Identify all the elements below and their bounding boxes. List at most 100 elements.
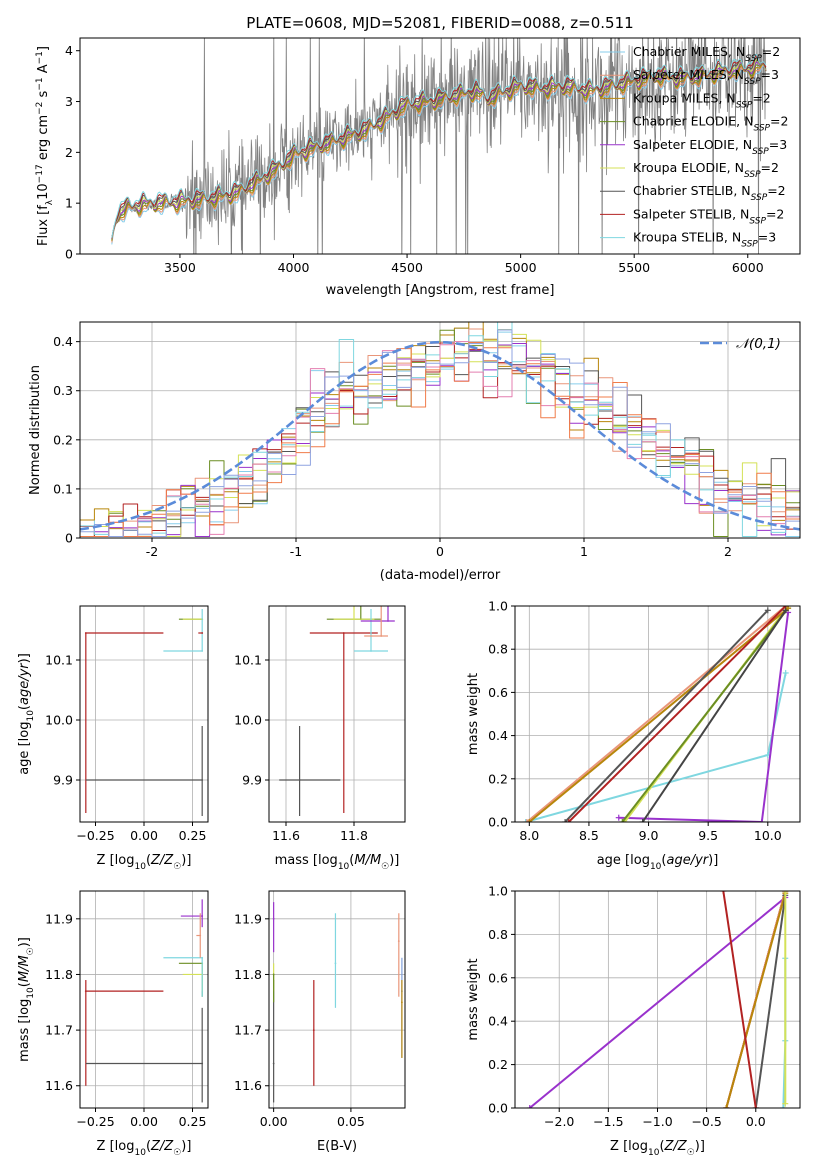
legend-entry: Chabrier ELODIE, NSSP=2: [633, 114, 788, 134]
x-tick-label: 5500: [618, 260, 650, 275]
legend-entry: Kroupa MILES, NSSP=2: [633, 90, 771, 110]
cumulative-line: [567, 606, 787, 822]
y-tick-label: 0.2: [488, 771, 508, 786]
y-tick-label: 1: [65, 196, 73, 211]
x-tick-label: 1: [580, 544, 588, 559]
y-tick-label: 0.2: [53, 432, 73, 447]
x-tick-label: -1: [290, 544, 302, 559]
cumulative-line: [754, 895, 787, 1108]
x-tick-label: 0.0: [746, 1114, 766, 1129]
axes-frame: −0.25 0.00 0.25 9.9 10.0 10.1 Z [log10(Z/Z☉)] a…: [17, 605, 209, 872]
data-point: [201, 632, 204, 634]
y-tick-label: 10.1: [234, 653, 262, 668]
y-tick-label: 11.8: [234, 967, 262, 982]
axes-border: [79, 37, 801, 255]
y-tick-label: 0.6: [488, 685, 508, 700]
x-tick-label: 5000: [505, 260, 537, 275]
x-tick-label: 8.5: [579, 828, 599, 843]
legend-entry: Salpeter STELIB, NSSP=2: [633, 206, 784, 226]
axes-border: [268, 890, 406, 1109]
y-tick-label: 0.4: [53, 334, 73, 349]
y-tick-label: 10.0: [234, 713, 262, 728]
y-tick-label: 4: [65, 43, 73, 58]
y-tick-label: 0.3: [53, 383, 73, 398]
spectrum-legend: Chabrier MILES, NSSP=2 Salpeter MILES, NS…: [600, 44, 788, 250]
y-axis-label: age [log10(age/yr)]: [17, 653, 36, 775]
x-tick-label: 4500: [391, 260, 423, 275]
x-axis-label: Z [log10(Z/Z☉)]: [610, 1139, 705, 1158]
y-tick-label: 3: [65, 94, 73, 109]
y-tick-label: 11.6: [45, 1078, 73, 1093]
spectrum-panel: 3500 4000 4500 5000 5500 6000 0 1 2 3 4 Chabrier MI…: [35, 37, 801, 298]
data-point: [370, 650, 372, 652]
age-vs-mass-panel: 11.6 11.8 9.9 10.0 10.1 mass [log10(M/M☉)]: [234, 605, 406, 872]
y-tick-label: 0.1: [53, 481, 73, 496]
model-spectrum-line: [111, 63, 767, 240]
axes-frame: 3500 4000 4500 5000 5500 6000 0 1 2 3 4 Chabrier MI…: [35, 37, 801, 298]
y-tick-label: 0.4: [488, 1014, 508, 1029]
y-axis-label: Flux [fλ10−17 erg cm−2 s−1 A−1]: [35, 46, 55, 246]
x-tick-label: 8.0: [519, 828, 539, 843]
model-spectrum-line: [111, 54, 767, 239]
data-point: [397, 940, 400, 942]
data-point: [199, 934, 202, 937]
cumulative-line: [641, 609, 787, 822]
y-tick-label: 9.9: [53, 773, 73, 788]
data-point: [272, 917, 275, 920]
cumulative-line: [564, 609, 769, 822]
y-tick-label: 11.9: [234, 911, 262, 926]
model-spectrum-line: [111, 63, 767, 241]
legend-entry: Salpeter MILES, NSSP=3: [633, 67, 779, 87]
x-tick-label: 0.00: [130, 828, 158, 843]
y-tick-label: 0: [65, 247, 73, 262]
axes-frame: -2 -1 0 1 2 0 0.1 0.2 0.3 0.4 𝒩(0,1) (data-model)/e…: [28, 321, 801, 583]
plot-area: [111, 38, 767, 254]
x-tick-label: 9.5: [698, 828, 718, 843]
cumulative-line: [529, 896, 786, 1108]
data-point: [84, 990, 87, 993]
y-tick-label: 10.0: [45, 713, 73, 728]
data-point: [272, 973, 275, 976]
y-axis-label: Normed distribution: [28, 365, 43, 495]
plot-area: [84, 899, 204, 1103]
data-point: [401, 1001, 403, 1004]
y-tick-label: 0.8: [488, 642, 508, 657]
data-point: [353, 618, 355, 621]
axes-frame: 0.00 0.05 11.6 11.7 11.8 11.9: [234, 890, 406, 1129]
legend-entry: 𝒩(0,1): [736, 336, 781, 352]
axes-frame: −0.25 0.00 0.25 11.6 11.7 11.8 11.9 Z [log10(Z/…: [17, 890, 209, 1158]
cumulative-line: [528, 607, 789, 822]
plot-area: [84, 609, 204, 816]
axes-frame: 11.6 11.8 9.9 10.0 10.1 mass [log10(M/M☉)]: [234, 605, 406, 872]
legend-entry: Kroupa STELIB, NSSP=3: [633, 230, 776, 250]
plot-area: [522, 606, 792, 822]
y-tick-label: 1.0: [488, 884, 508, 899]
y-tick-label: 11.7: [45, 1023, 73, 1038]
x-axis-label: E(B-V): [317, 1139, 357, 1154]
x-tick-label: 0: [436, 544, 444, 559]
y-tick-label: 0: [65, 531, 73, 546]
x-tick-label: 0.05: [337, 1114, 365, 1129]
x-tick-label: 0.00: [130, 1114, 158, 1129]
y-tick-label: 2: [65, 145, 73, 160]
x-tick-label: −0.25: [76, 1114, 114, 1129]
x-tick-label: 2: [724, 544, 732, 559]
x-axis-label: (data-model)/error: [380, 568, 501, 583]
cumulative-age-panel: 8.0 8.5 9.0 9.5 10.0 0.0 0.2 0.4 0.6 0.8 1.0 age [l…: [466, 599, 801, 872]
x-tick-label: 11.6: [272, 828, 300, 843]
histogram-step: [80, 342, 800, 537]
histogram-step: [80, 329, 800, 537]
y-tick-label: 0.2: [488, 1057, 508, 1072]
x-tick-label: -2: [146, 544, 158, 559]
mass-vs-metallicity-panel: −0.25 0.00 0.25 11.6 11.7 11.8 11.9 Z [log10(Z/…: [17, 890, 209, 1158]
axes-border: [268, 605, 406, 823]
data-point: [298, 779, 301, 781]
y-tick-label: 10.1: [45, 653, 73, 668]
data-point: [272, 1062, 275, 1065]
cumulative-line: [526, 606, 787, 822]
legend-entry: Chabrier MILES, NSSP=2: [633, 44, 780, 64]
y-tick-label: 9.9: [242, 773, 262, 788]
x-axis-label: age [log10(age/yr)]: [597, 853, 719, 872]
x-tick-label: −0.25: [76, 828, 114, 843]
residual-histogram-panel: -2 -1 0 1 2 0 0.1 0.2 0.3 0.4 𝒩(0,1) (data-model)/e…: [28, 321, 801, 583]
